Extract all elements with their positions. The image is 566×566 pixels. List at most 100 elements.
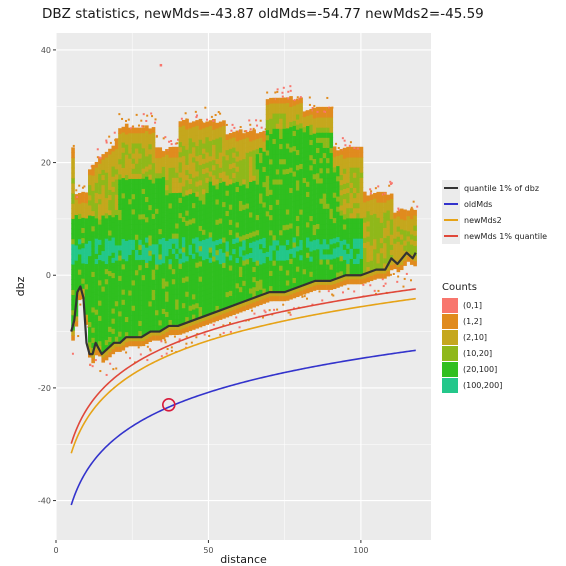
density-cell	[248, 161, 253, 167]
density-cell	[131, 229, 136, 235]
density-cell	[171, 288, 176, 295]
density-cell	[339, 209, 344, 216]
density-cell	[329, 111, 334, 118]
density-cell	[84, 278, 89, 285]
density-cell	[306, 181, 310, 187]
density-cell	[141, 157, 146, 164]
density-cell	[175, 156, 179, 163]
density-cell	[302, 268, 307, 275]
density-cell	[98, 289, 102, 296]
density-cell	[168, 233, 173, 239]
density-cell	[235, 272, 240, 279]
density-cell	[222, 287, 226, 294]
outlier-point	[165, 352, 168, 355]
density-cell	[178, 313, 183, 320]
density-cell	[359, 222, 364, 229]
density-cell	[386, 265, 391, 272]
density-cell	[202, 137, 206, 144]
density-cell	[91, 286, 95, 293]
density-cell	[208, 241, 213, 248]
density-cell	[366, 225, 370, 232]
density-cell	[389, 208, 394, 215]
density-cell	[148, 336, 152, 342]
density-cell	[151, 294, 156, 301]
density-cell	[138, 183, 142, 190]
density-cell	[376, 232, 381, 239]
density-cell	[363, 262, 367, 269]
density-cell	[289, 238, 293, 244]
density-cell	[292, 211, 297, 218]
density-cell	[225, 179, 230, 186]
density-cell	[262, 196, 267, 203]
density-cell	[91, 174, 95, 181]
density-cell	[191, 141, 196, 148]
density-cell	[145, 226, 149, 233]
density-cell	[399, 259, 404, 265]
density-cell	[114, 300, 119, 307]
density-cell	[406, 220, 411, 227]
density-cell	[205, 187, 209, 194]
density-cell	[232, 233, 236, 239]
density-cell	[292, 175, 297, 182]
density-cell	[336, 251, 340, 258]
density-cell	[248, 227, 253, 233]
density-cell	[302, 167, 307, 173]
density-cell	[128, 315, 132, 321]
density-cell	[98, 213, 102, 220]
density-cell	[252, 301, 256, 308]
outlier-point	[148, 348, 151, 351]
density-cell	[346, 253, 350, 259]
density-cell	[295, 149, 300, 156]
density-cell	[111, 297, 116, 304]
density-cell	[352, 248, 357, 254]
density-cell	[168, 172, 173, 179]
density-cell	[356, 192, 360, 199]
density-cell	[114, 173, 119, 180]
outlier-point	[164, 341, 167, 344]
density-cell	[366, 261, 370, 268]
density-cell	[238, 154, 243, 161]
density-cell	[165, 149, 169, 155]
density-cell	[282, 295, 287, 302]
density-cell	[349, 207, 354, 214]
density-cell	[195, 292, 199, 299]
density-cell	[326, 172, 330, 179]
density-cell	[275, 183, 280, 190]
density-cell	[195, 201, 199, 207]
density-cell	[148, 184, 152, 190]
density-cell	[399, 233, 404, 240]
density-cell	[238, 210, 243, 217]
density-cell	[269, 199, 273, 205]
outlier-point	[129, 357, 132, 360]
density-cell	[279, 194, 283, 200]
density-cell	[202, 148, 206, 154]
density-cell	[141, 208, 146, 215]
density-cell	[269, 194, 273, 200]
density-cell	[181, 317, 186, 324]
density-cell	[275, 97, 280, 104]
density-cell	[191, 156, 196, 163]
density-cell	[316, 182, 320, 189]
density-cell	[101, 174, 106, 181]
density-cell	[88, 230, 92, 236]
density-cell	[265, 170, 270, 176]
density-cell	[232, 268, 236, 275]
density-cell	[131, 152, 136, 159]
density-cell	[118, 148, 122, 155]
density-cell	[178, 263, 183, 269]
density-cell	[265, 165, 270, 171]
density-cell	[329, 213, 334, 219]
density-cell	[255, 163, 260, 170]
density-cell	[121, 324, 126, 331]
density-cell	[302, 253, 307, 260]
density-cell	[84, 268, 89, 275]
density-cell	[349, 278, 354, 285]
outlier-point	[146, 114, 149, 117]
density-cell	[195, 317, 199, 324]
density-cell	[108, 341, 112, 348]
density-cell	[269, 163, 273, 170]
density-cell	[322, 137, 327, 143]
density-cell	[272, 270, 277, 276]
density-cell	[265, 251, 270, 257]
density-cell	[111, 292, 116, 299]
